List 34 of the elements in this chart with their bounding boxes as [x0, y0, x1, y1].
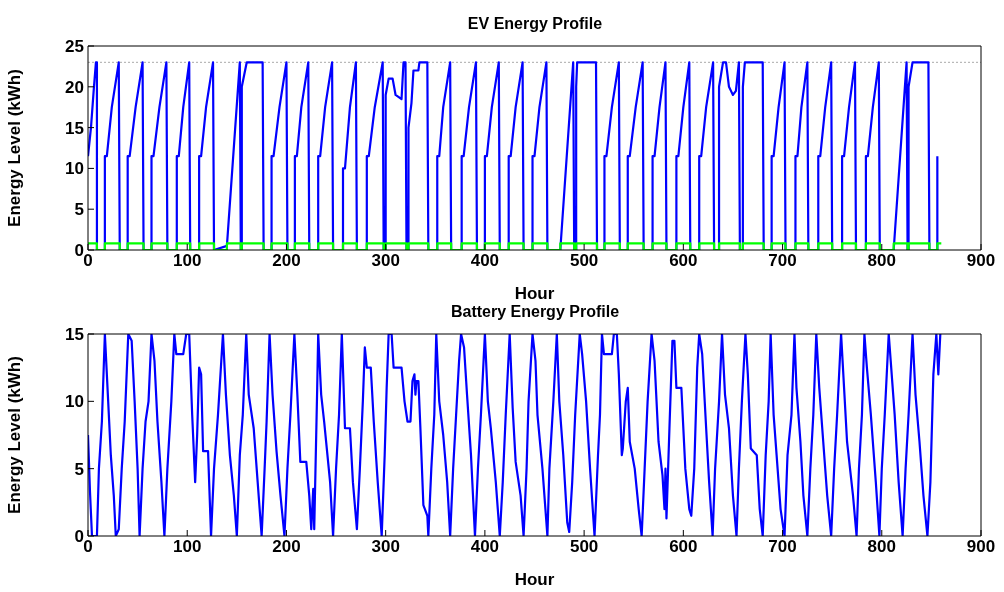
x-tick-label: 500: [569, 537, 599, 557]
x-tick-label: 800: [867, 251, 896, 271]
x-tick-label: 200: [272, 251, 301, 271]
x-tick-label: 400: [470, 537, 500, 557]
x-tick-label: 800: [867, 537, 896, 557]
y-tick-label: 10: [65, 159, 84, 179]
line-series: [88, 334, 942, 536]
y-tick-label: 15: [65, 325, 84, 345]
x-tick-label: 400: [470, 251, 500, 271]
y-axis-title: Energy Level (kWh): [5, 356, 25, 514]
y-tick-label: 25: [65, 37, 84, 57]
x-tick-label: 100: [173, 251, 202, 271]
x-axis-title: Hour: [514, 284, 555, 303]
y-tick-label: 10: [65, 392, 84, 412]
x-tick-label: 300: [371, 537, 400, 557]
chart-title: Battery Energy Profile: [449, 303, 621, 321]
x-tick-label: 500: [569, 251, 599, 271]
chart-title: EV Energy Profile: [466, 15, 604, 33]
x-tick-label: 700: [768, 537, 797, 557]
x-tick-label: 100: [173, 537, 202, 557]
y-tick-label: 5: [74, 459, 84, 479]
x-tick-label: 700: [768, 251, 797, 271]
x-axis-title: Hour: [514, 570, 555, 589]
x-tick-label: 900: [966, 251, 996, 271]
x-tick-label: 600: [669, 537, 698, 557]
y-tick-label: 20: [65, 77, 84, 97]
line-series: [88, 61, 939, 250]
x-tick-label: 300: [371, 251, 400, 271]
x-tick-label: 200: [272, 537, 301, 557]
y-tick-label: 15: [65, 118, 84, 138]
x-tick-label: 900: [966, 537, 996, 557]
x-tick-label: 600: [669, 251, 698, 271]
y-axis-title: Energy Level (kWh): [5, 69, 25, 227]
y-tick-label: 5: [74, 200, 84, 220]
